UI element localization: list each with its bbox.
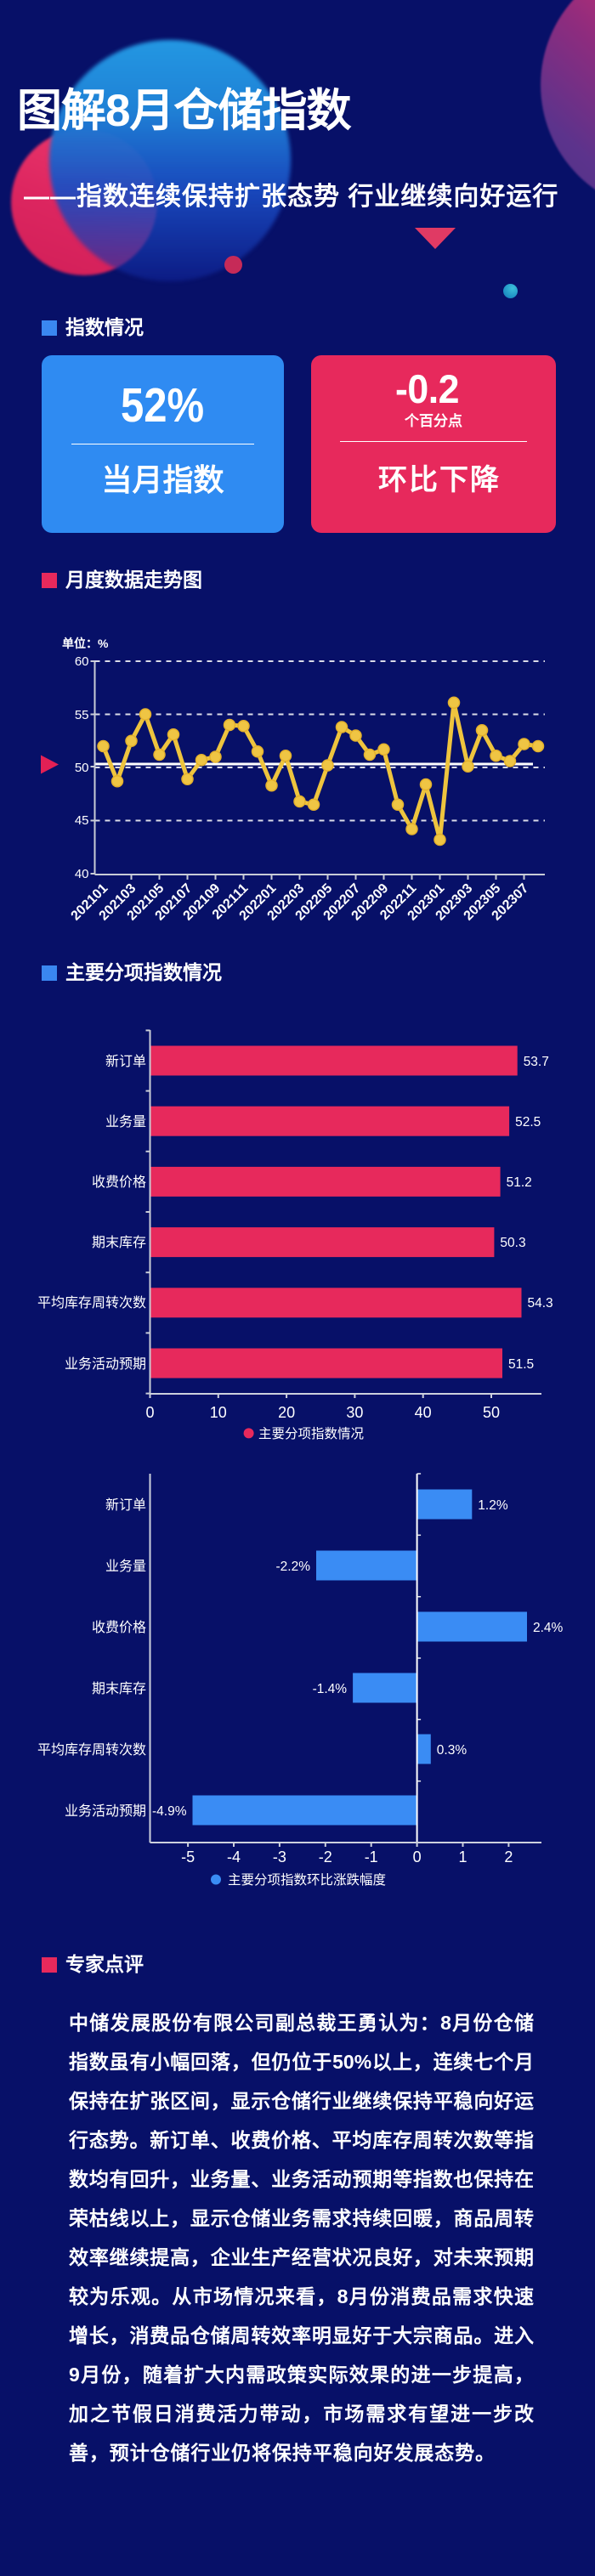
svg-text:主要分项指数情况: 主要分项指数情况 [258,1426,364,1441]
svg-text:20: 20 [278,1404,295,1421]
svg-text:10: 10 [210,1404,227,1421]
svg-text:业务活动预期: 业务活动预期 [65,1803,146,1819]
svg-text:40: 40 [75,867,89,881]
svg-text:平均库存周转次数: 平均库存周转次数 [37,1295,146,1311]
svg-text:-1: -1 [365,1848,378,1865]
svg-text:1.2%: 1.2% [478,1498,508,1513]
svg-text:-1.4%: -1.4% [313,1682,348,1696]
svg-text:50: 50 [75,761,89,775]
svg-text:-2: -2 [319,1848,332,1865]
svg-text:51.5: 51.5 [508,1357,534,1372]
svg-text:45: 45 [75,813,89,828]
svg-text:单位：%: 单位：% [62,637,109,650]
svg-text:期末库存: 期末库存 [92,1235,146,1250]
svg-text:业务量: 业务量 [105,1114,146,1129]
svg-text:-5: -5 [181,1848,195,1865]
svg-text:新订单: 新订单 [105,1054,146,1069]
svg-text:主要分项指数环比涨跌幅度: 主要分项指数环比涨跌幅度 [228,1872,386,1888]
svg-text:54.3: 54.3 [528,1296,553,1311]
svg-text:50.3: 50.3 [500,1236,525,1250]
svg-text:收费价格: 收费价格 [92,1620,146,1635]
svg-text:业务活动预期: 业务活动预期 [65,1356,146,1372]
svg-text:52.5: 52.5 [515,1115,541,1129]
svg-text:-4.9%: -4.9% [152,1804,187,1819]
svg-text:-2.2%: -2.2% [276,1560,311,1574]
svg-text:30: 30 [346,1404,363,1421]
svg-text:0.3%: 0.3% [437,1743,468,1758]
svg-text:0: 0 [413,1848,422,1865]
svg-text:1: 1 [458,1848,467,1865]
svg-text:0: 0 [145,1404,154,1421]
svg-text:-4: -4 [227,1848,241,1865]
svg-text:平均库存周转次数: 平均库存周转次数 [37,1742,146,1758]
svg-text:业务量: 业务量 [105,1559,146,1574]
svg-text:期末库存: 期末库存 [92,1681,146,1696]
svg-text:50: 50 [483,1404,500,1421]
svg-text:新订单: 新订单 [105,1497,146,1513]
svg-text:53.7: 53.7 [524,1055,549,1069]
svg-text:2: 2 [504,1848,513,1865]
svg-text:2.4%: 2.4% [533,1621,564,1635]
svg-text:51.2: 51.2 [507,1175,532,1190]
svg-text:收费价格: 收费价格 [92,1175,146,1190]
svg-text:55: 55 [75,708,89,722]
svg-text:60: 60 [75,654,89,669]
svg-text:-3: -3 [273,1848,286,1865]
svg-text:40: 40 [415,1404,432,1421]
